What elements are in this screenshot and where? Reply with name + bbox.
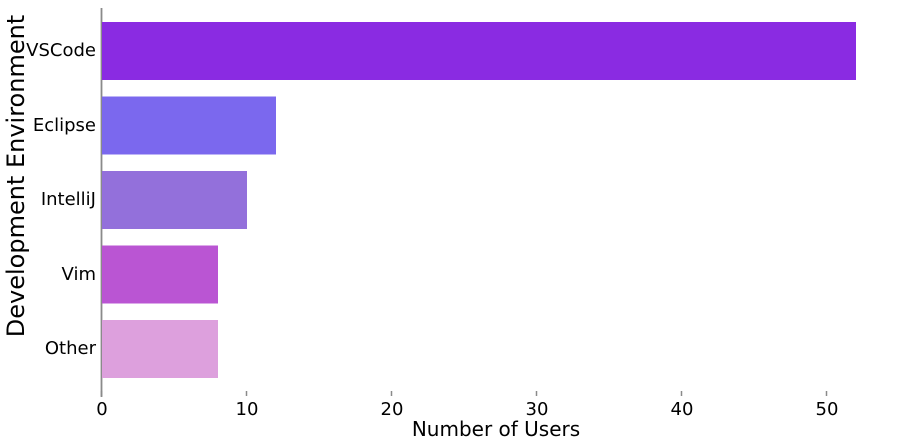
bar-vscode (102, 22, 856, 80)
category-label-other: Other (44, 338, 96, 359)
category-label-vim: Vim (61, 263, 96, 285)
x-tick-label-40: 40 (670, 399, 694, 420)
bar-other (102, 320, 218, 378)
bar-eclipse (102, 96, 276, 155)
bar-vim (102, 245, 218, 304)
x-axis-title: Number of Users (411, 417, 581, 441)
x-tick-label-0: 0 (96, 399, 108, 420)
x-tick-label-20: 20 (380, 399, 404, 420)
category-label-intellij: IntelliJ (40, 189, 96, 210)
x-tick-label-30: 30 (525, 399, 549, 420)
x-tick-label-50: 50 (815, 399, 839, 420)
x-tick-label-10: 10 (235, 399, 259, 420)
category-label-vscode: VSCode (26, 40, 96, 61)
bar-intellij (102, 171, 247, 229)
y-axis-title: Development Environment (2, 14, 30, 338)
category-label-eclipse: Eclipse (32, 114, 96, 136)
